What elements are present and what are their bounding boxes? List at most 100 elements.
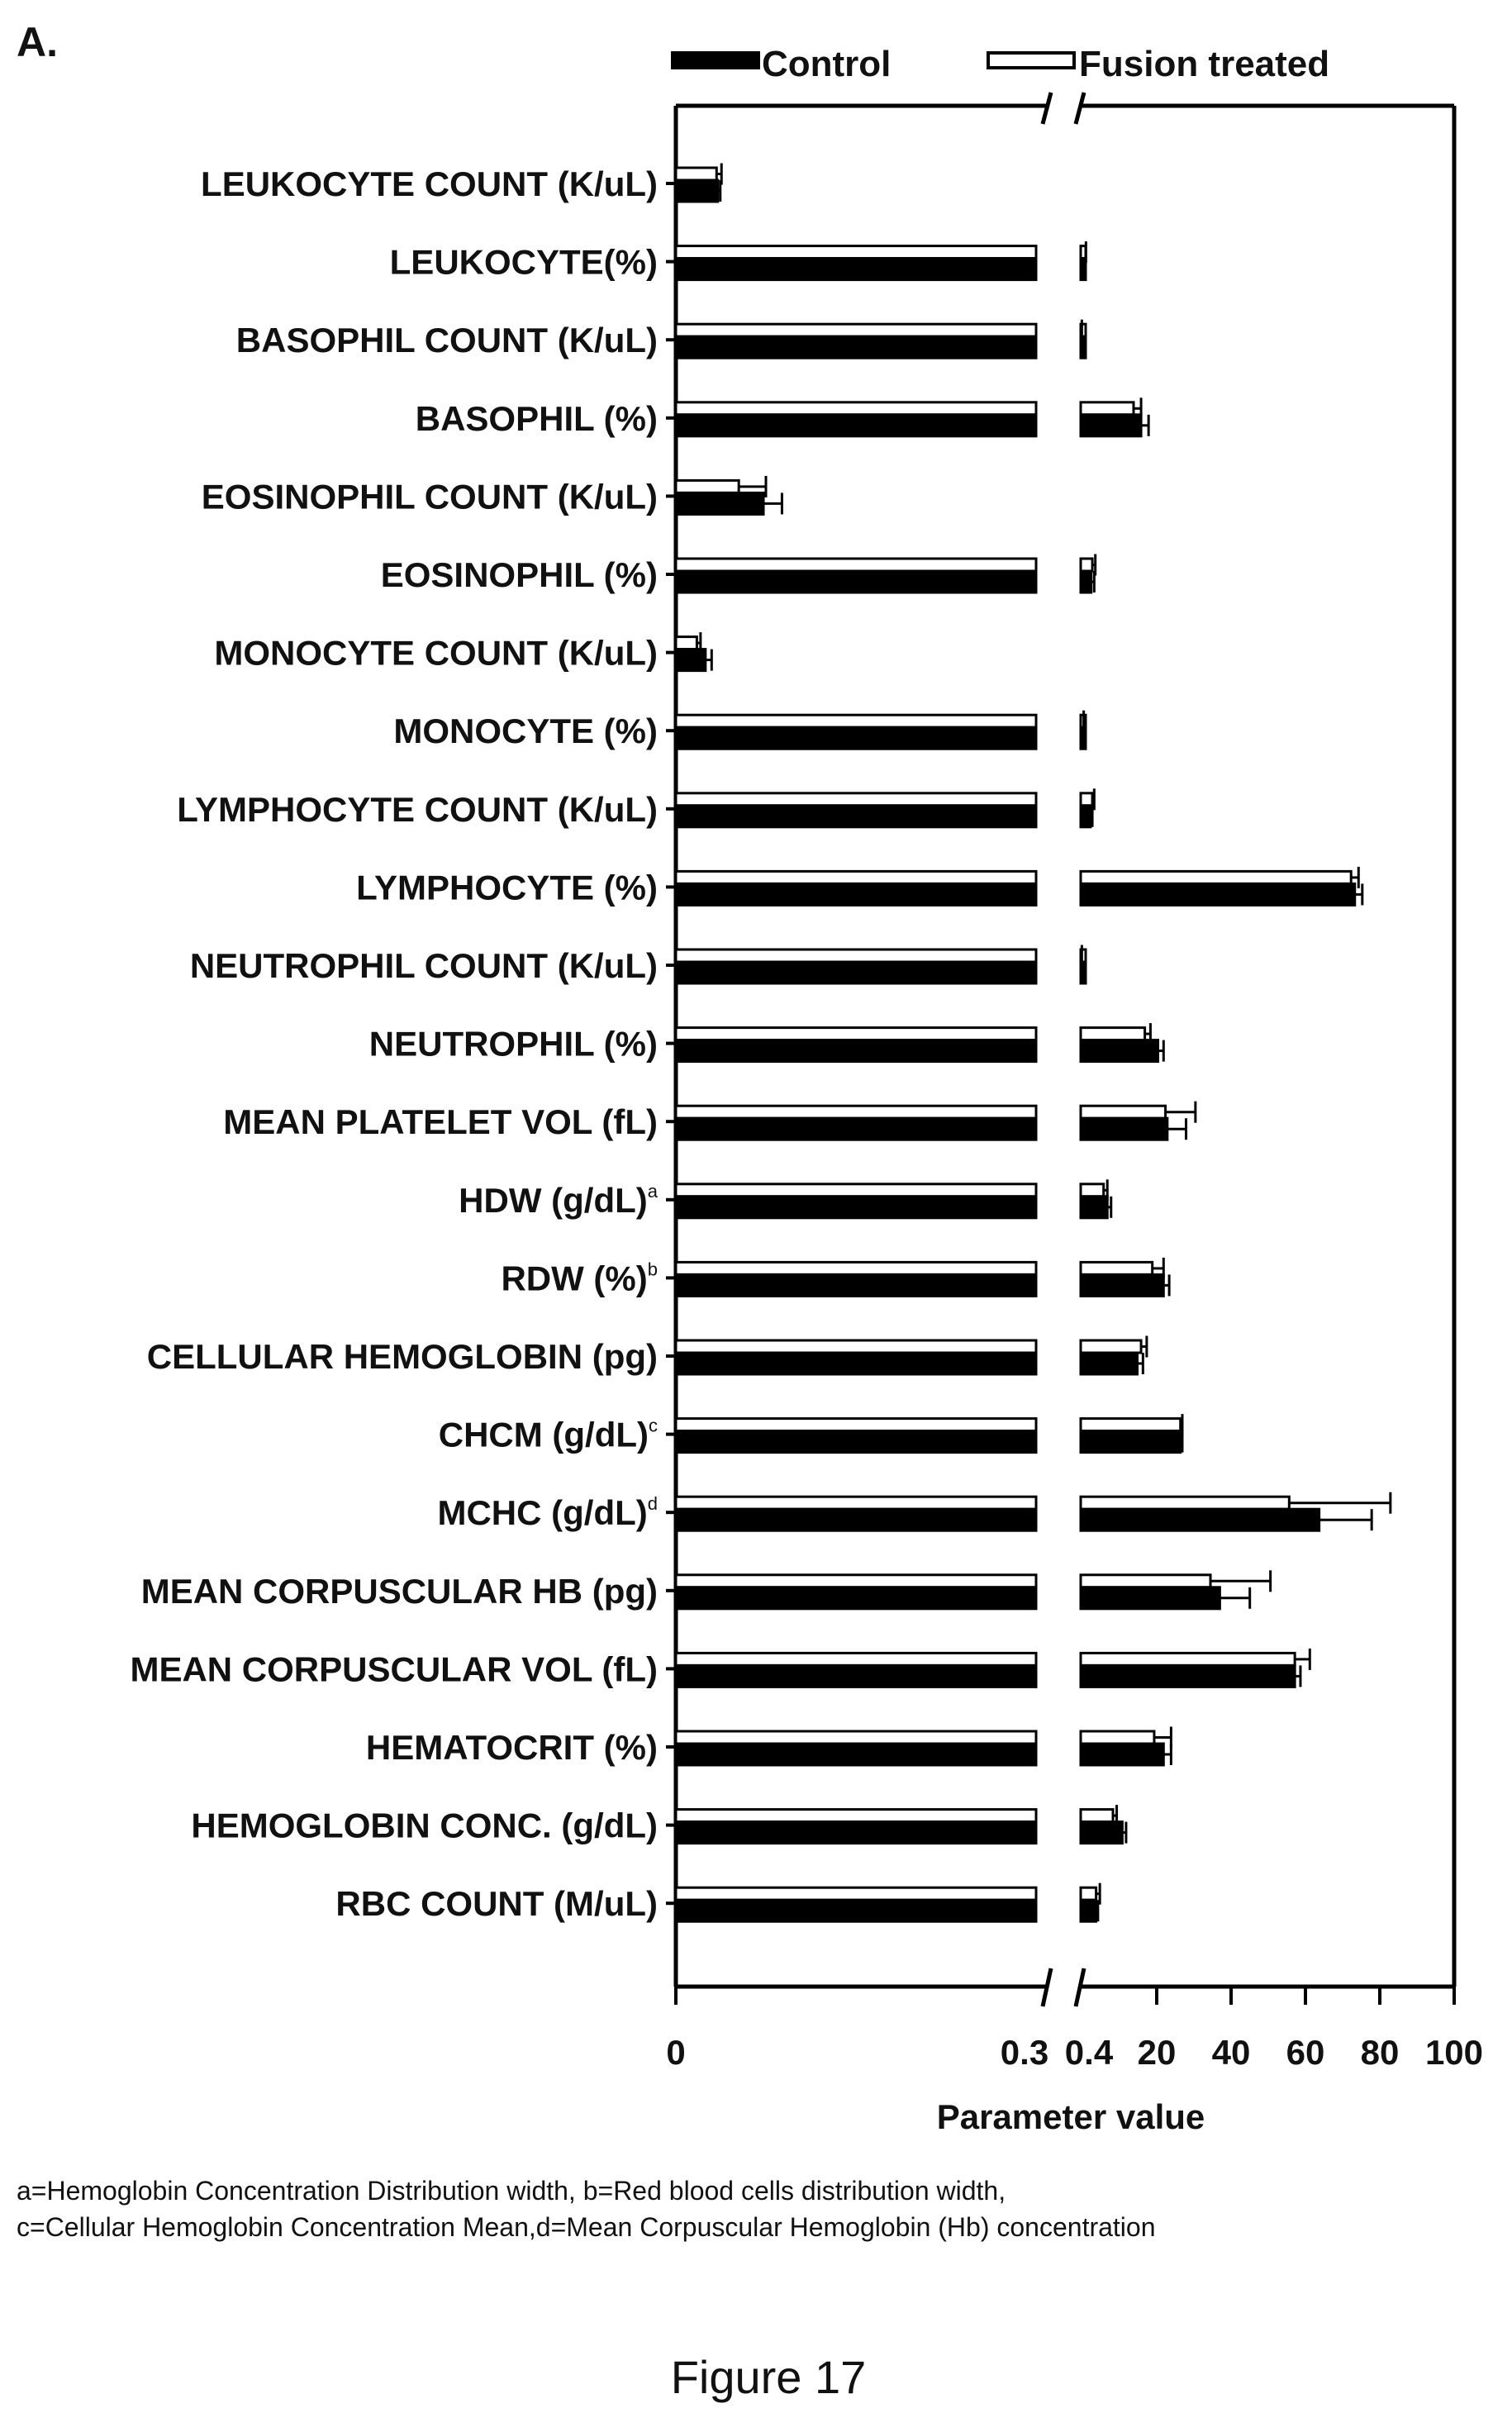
bar-fusion-lymphocyte-count-k-ul-rect-low: [674, 792, 1038, 807]
category-label-text-lymphocyte: LYMPHOCYTE (%): [356, 868, 658, 907]
bar-fusion-basophil-count-k-ul-rect-low: [674, 322, 1038, 338]
bar-fusion-cellular-hemoglobin-pg-rect-high: [1079, 1339, 1143, 1354]
bar-control-basophil-rect-low: [674, 413, 1038, 438]
bar-control-chcm-g-dl: [674, 1430, 1184, 1454]
bar-fusion-mean-corpuscular-vol-fl-rect-low: [674, 1651, 1038, 1667]
category-label-rbc-count-m-ul: RBC COUNT (M/uL): [335, 1884, 658, 1923]
bar-fusion-monocyte-rect-low: [674, 713, 1038, 729]
axis-break-mark-bottom-2: [1073, 1968, 1086, 2007]
category-label-text-eosinophil-count-k-ul: EOSINOPHIL COUNT (K/uL): [202, 477, 658, 516]
bar-fusion-hemoglobin-conc-g-dl: [674, 1805, 1119, 1827]
bar-control-neutrophil-rect-high: [1079, 1039, 1159, 1064]
category-label-text-rbc-count-m-ul: RBC COUNT (M/uL): [335, 1884, 658, 1923]
legend-swatch-control: [671, 51, 760, 69]
category-label-chcm-g-dl: CHCM (g/dL)c: [439, 1416, 658, 1454]
category-label-sup-chcm-g-dl: c: [649, 1416, 658, 1436]
category-label-lymphocyte-count-k-ul: LYMPHOCYTE COUNT (K/uL): [177, 790, 658, 829]
category-label-mean-platelet-vol-fl: MEAN PLATELET VOL (fL): [223, 1102, 658, 1141]
bar-control-mean-corpuscular-hb-pg: [674, 1586, 1252, 1611]
bar-control-hemoglobin-conc-g-dl-rect-high: [1079, 1820, 1124, 1845]
x-axis-ticks: 0 0.3 0.4 20 40 60 80 100: [666, 1987, 1483, 2072]
bar-fusion-mchc-g-dl-rect-high: [1079, 1495, 1291, 1511]
bar-control-monocyte: [674, 726, 1087, 750]
category-label-leukocyte: LEUKOCYTE(%): [390, 243, 658, 282]
x-axis-title: Parameter value: [937, 2097, 1205, 2136]
bar-fusion-mchc-g-dl-rect-low: [674, 1495, 1038, 1511]
category-label-mean-corpuscular-hb-pg: MEAN CORPUSCULAR HB (pg): [141, 1572, 658, 1611]
bar-control-neutrophil: [674, 1039, 1165, 1064]
category-label-text-chcm-g-dl: CHCM (g/dL): [439, 1416, 649, 1454]
bar-control-rdw-rect-low: [674, 1273, 1038, 1297]
category-label-sup-rdw: b: [648, 1259, 658, 1279]
category-label-mchc-g-dl: MCHC (g/dL)d: [437, 1493, 658, 1532]
bar-control-mean-platelet-vol-fl-rect-high: [1079, 1116, 1169, 1141]
bar-control-lymphocyte-count-k-ul-rect-high: [1079, 804, 1092, 829]
bar-control-mean-platelet-vol-fl-rect-low: [674, 1116, 1038, 1141]
bar-control-hdw-g-dl-rect-high: [1079, 1195, 1109, 1220]
bar-control-mean-corpuscular-hb-pg-rect-low: [674, 1586, 1038, 1611]
bar-control-eosinophil-rect-low: [674, 569, 1038, 594]
legend-label-fusion: Fusion treated: [1079, 44, 1329, 84]
bar-fusion-leukocyte-rect-low: [674, 245, 1038, 260]
category-label-sup-mchc-g-dl: d: [648, 1493, 658, 1514]
bar-fusion-mean-corpuscular-vol-fl-rect-high: [1079, 1651, 1296, 1667]
x-tick-label-100: 100: [1425, 2033, 1483, 2072]
bar-control-rbc-count-m-ul-rect-low: [674, 1898, 1038, 1923]
category-label-text-neutrophil-count-k-ul: NEUTROPHIL COUNT (K/uL): [190, 946, 658, 985]
category-label-text-hematocrit: HEMATOCRIT (%): [366, 1728, 658, 1767]
category-label-monocyte-count-k-ul: MONOCYTE COUNT (K/uL): [214, 634, 658, 673]
bar-fusion-hemoglobin-conc-g-dl-rect-low: [674, 1808, 1038, 1824]
bar-control-eosinophil: [674, 569, 1096, 594]
bar-control-hematocrit: [674, 1742, 1172, 1767]
category-label-text-monocyte-count-k-ul: MONOCYTE COUNT (K/uL): [214, 634, 658, 673]
category-labels: LEUKOCYTE COUNT (K/uL) LEUKOCYTE(%) BASOPH…: [130, 164, 676, 1923]
bar-control-rdw: [674, 1273, 1171, 1297]
category-label-monocyte: MONOCYTE (%): [393, 712, 658, 750]
figure-caption: Figure 17: [671, 2351, 867, 2403]
category-label-text-hdw-g-dl: HDW (g/dL): [459, 1181, 648, 1220]
bar-control-hdw-g-dl-rect-low: [674, 1195, 1038, 1220]
bar-fusion-hematocrit-rect-high: [1079, 1730, 1156, 1745]
bar-fusion-eosinophil-count-k-ul-rect: [674, 478, 740, 494]
bar-fusion-lymphocyte-count-k-ul-rect-high: [1079, 792, 1094, 807]
bar-fusion-neutrophil-rect-low: [674, 1026, 1038, 1042]
category-label-lymphocyte: LYMPHOCYTE (%): [356, 868, 658, 907]
category-label-mean-corpuscular-vol-fl: MEAN CORPUSCULAR VOL (fL): [130, 1649, 658, 1688]
x-tick-label-0: 0: [666, 2033, 685, 2072]
panel-label: A.: [17, 19, 58, 65]
bar-fusion-mean-platelet-vol-fl-rect-low: [674, 1104, 1038, 1120]
category-label-text-eosinophil: EOSINOPHIL (%): [381, 555, 658, 594]
bar-control-lymphocyte-count-k-ul: [674, 804, 1094, 829]
bar-control-leukocyte-count-k-ul-rect: [674, 178, 720, 203]
bar-fusion-mean-platelet-vol-fl-rect-high: [1079, 1104, 1167, 1120]
category-label-text-basophil-count-k-ul: BASOPHIL COUNT (K/uL): [236, 321, 658, 359]
legend-label-control: Control: [762, 44, 891, 84]
bar-control-eosinophil-count-k-ul-rect: [674, 491, 765, 516]
bar-control-lymphocyte-rect-high: [1079, 882, 1357, 907]
legend: Control Fusion treated: [671, 44, 1329, 84]
bar-control-monocyte-rect-low: [674, 726, 1038, 750]
x-tick-label-20: 20: [1138, 2033, 1177, 2072]
bar-fusion-basophil-rect-high: [1079, 401, 1135, 416]
bar-control-neutrophil-count-k-ul-rect-low: [674, 960, 1038, 985]
bar-fusion-neutrophil-count-k-ul-rect-low: [674, 948, 1038, 964]
bar-control-eosinophil-rect-high: [1079, 569, 1093, 594]
bar-control-rdw-rect-high: [1079, 1273, 1165, 1297]
bar-control-mean-corpuscular-hb-pg-rect-high: [1079, 1586, 1221, 1611]
category-label-text-monocyte: MONOCYTE (%): [393, 712, 658, 750]
footnote-line-2: c=Cellular Hemoglobin Concentration Mean…: [17, 2212, 1156, 2242]
bar-fusion-monocyte-count-k-ul-rect: [674, 635, 698, 651]
bar-control-cellular-hemoglobin-pg-rect-low: [674, 1351, 1038, 1376]
category-label-neutrophil: NEUTROPHIL (%): [369, 1025, 658, 1064]
category-label-neutrophil-count-k-ul: NEUTROPHIL COUNT (K/uL): [190, 946, 658, 985]
bar-control-monocyte-count-k-ul-rect: [674, 648, 707, 673]
bar-control-mchc-g-dl-rect-high: [1079, 1507, 1321, 1532]
bar-fusion-lymphocyte-rect-high: [1079, 869, 1353, 885]
bar-control-cellular-hemoglobin-pg-rect-high: [1079, 1351, 1139, 1376]
category-label-eosinophil: EOSINOPHIL (%): [381, 555, 658, 594]
category-label-basophil: BASOPHIL (%): [416, 399, 658, 438]
bar-control-rbc-count-m-ul: [674, 1898, 1100, 1923]
category-label-rdw: RDW (%)b: [501, 1259, 658, 1297]
axis-break-mark-bottom-1: [1040, 1968, 1053, 2007]
x-tick-label-0-4: 0.4: [1065, 2033, 1114, 2072]
